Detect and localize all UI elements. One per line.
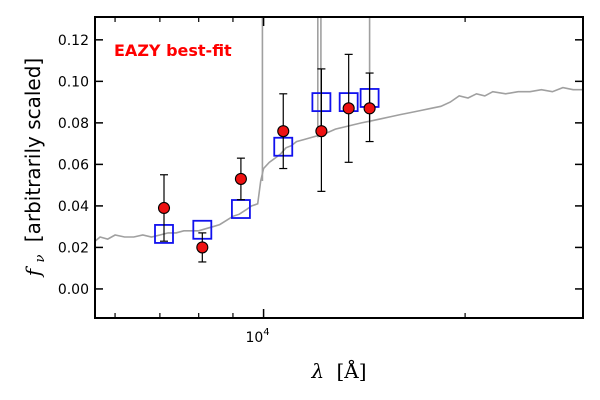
observed-point — [342, 102, 355, 115]
y-axis-subscript: ν — [33, 254, 48, 262]
plot-frame — [94, 16, 584, 319]
x-axis-unit: [Å] — [336, 358, 366, 383]
y-axis-title: f ν [arbitrarily scaled] — [21, 58, 49, 278]
x-axis-title: λ [Å] — [310, 358, 366, 383]
y-tick-label: 0.00 — [58, 282, 89, 298]
y-tick-label: 0.08 — [58, 116, 89, 132]
observed-point — [196, 241, 209, 254]
observed-point — [363, 102, 376, 115]
y-axis-symbol: f — [21, 265, 45, 278]
marks-layer — [154, 53, 380, 263]
x-axis-symbol: λ — [310, 359, 324, 383]
observed-point — [315, 125, 328, 138]
y-axis-text: [arbitrarily scaled] — [21, 58, 45, 242]
y-tick-label: 0.10 — [58, 74, 89, 90]
y-tick-label: 0.06 — [58, 157, 89, 173]
y-tick-label: 0.12 — [58, 33, 89, 49]
x-tick-label: 104 — [245, 327, 269, 346]
annotation-label: EAZY best-fit — [114, 41, 232, 60]
observed-point — [234, 172, 247, 185]
y-tick-label: 0.04 — [58, 199, 89, 215]
sed-line — [95, 86, 583, 242]
observed-point — [157, 201, 171, 215]
y-tick-label: 0.02 — [58, 240, 89, 256]
ticks-layer: 0.00 0.02 0.04 0.06 0.08 0.10 0.12 104 — [58, 17, 584, 346]
observed-point — [277, 125, 290, 138]
